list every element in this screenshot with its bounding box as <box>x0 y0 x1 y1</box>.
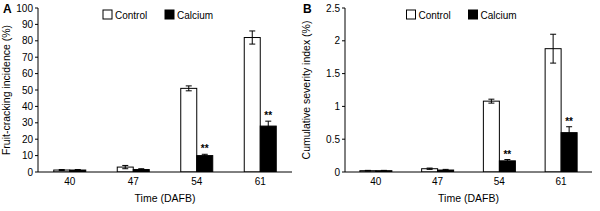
y-tick-label: 2.5 <box>326 3 340 14</box>
error-bar <box>550 34 556 63</box>
panel-label: A <box>3 2 12 16</box>
legend: Control Calcium <box>103 10 213 21</box>
x-tick-label: 40 <box>370 176 382 187</box>
error-bar <box>365 170 371 172</box>
error-bar <box>138 169 144 171</box>
y-tick-label: 0 <box>27 167 33 178</box>
x-axis-title: Time (DAFB) <box>438 192 499 204</box>
y-tick-label: 90 <box>22 19 34 30</box>
y-tick-label: 60 <box>22 68 34 79</box>
bar <box>197 156 213 172</box>
error-bar <box>504 160 510 163</box>
error-bar <box>265 121 271 131</box>
error-bar <box>186 86 192 91</box>
plot-marks <box>360 34 577 172</box>
y-tick-label: 2 <box>334 35 340 46</box>
bar <box>244 38 260 172</box>
error-bar <box>202 154 208 157</box>
x-axis-title: Time (DAFB) <box>135 192 196 204</box>
y-tick-label: 1 <box>334 101 340 112</box>
bar <box>499 161 515 172</box>
bar <box>483 101 499 172</box>
legend-swatch <box>469 10 478 19</box>
y-tick-label: 80 <box>22 35 34 46</box>
annotation: ** <box>264 110 272 121</box>
x-tick-label: 54 <box>191 176 203 187</box>
y-tick-label: 30 <box>22 117 34 128</box>
bar <box>260 126 276 172</box>
x-tick-label: 47 <box>128 176 140 187</box>
error-bar <box>59 169 65 171</box>
y-tick-label: 40 <box>22 101 34 112</box>
legend-swatch <box>407 10 416 19</box>
bar <box>561 133 577 172</box>
error-bar <box>566 127 572 139</box>
x-tick-label: 40 <box>64 176 76 187</box>
error-bar <box>427 168 433 169</box>
x-axis <box>38 172 292 173</box>
y-tick-label: 0 <box>334 167 340 178</box>
y-axis-title: Cumulative severity index (%) <box>300 21 312 160</box>
plot-marks <box>54 31 277 172</box>
y-tick-label: 0.5 <box>326 134 340 145</box>
y-tick-label: 1.5 <box>326 68 340 79</box>
error-bar <box>75 169 81 171</box>
y-axis <box>345 8 346 172</box>
y-axis-title: Fruit-cracking incidence (%) <box>0 25 12 155</box>
y-tick-label: 50 <box>22 85 34 96</box>
panel-label: B <box>303 2 312 16</box>
x-tick-label: 61 <box>255 176 267 187</box>
figure: A0102030405060708090100Fruit-cracking in… <box>0 0 600 211</box>
error-bar <box>122 165 128 168</box>
panel: A 0 10 20 30 40 50 60 70 80 90 100 Fruit-cracking in… <box>0 2 292 204</box>
legend-swatch <box>165 10 174 19</box>
legend: Control Calcium <box>407 10 517 21</box>
y-tick-label: 20 <box>22 134 34 145</box>
legend-label: Calcium <box>481 10 517 21</box>
y-tick-label: 10 <box>22 150 34 161</box>
bar <box>545 49 561 172</box>
legend-swatch <box>103 10 112 19</box>
annotation: ** <box>503 149 511 160</box>
x-tick-label: 47 <box>432 176 444 187</box>
legend-label: Control <box>419 10 451 21</box>
x-tick-label: 61 <box>556 176 568 187</box>
y-tick-label: 100 <box>16 3 33 14</box>
legend-label: Control <box>115 10 147 21</box>
bar <box>181 88 197 172</box>
error-bar <box>443 169 449 170</box>
error-bar <box>381 170 387 172</box>
annotation: ** <box>201 143 209 154</box>
annotation: ** <box>565 116 573 127</box>
error-bar <box>249 31 255 44</box>
panel: B 0 0.5 1 1.5 2 2.5 Cumulative severity index (… <box>300 2 592 204</box>
error-bar <box>488 99 494 103</box>
y-tick-label: 70 <box>22 52 34 63</box>
x-tick-label: 54 <box>494 176 506 187</box>
x-axis <box>345 172 592 173</box>
legend-label: Calcium <box>177 10 213 21</box>
y-axis <box>38 8 39 172</box>
